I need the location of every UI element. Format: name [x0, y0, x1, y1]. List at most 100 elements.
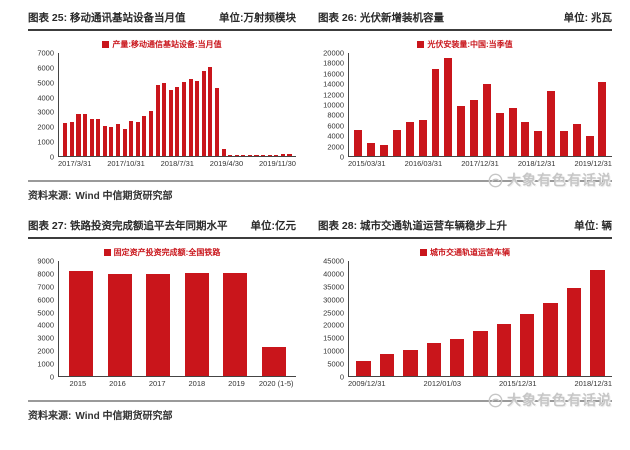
- bar-slot: [532, 53, 545, 156]
- bar: [559, 131, 568, 156]
- y-axis-tick-label: 25000: [323, 307, 344, 317]
- y-axis-tick-label: 6000: [327, 121, 344, 131]
- y-axis-tick-label: 5000: [37, 77, 54, 87]
- bar: [444, 58, 453, 156]
- bar-slot: [493, 53, 506, 156]
- y-axis-tick-label: 4000: [37, 92, 54, 102]
- bar-slot: [101, 261, 140, 376]
- chart-27-railway-investment: 固定资产投资完成额:全国铁路 9000 8000 7000 6000 5000 4000 3…: [28, 246, 310, 388]
- legend-label: 固定资产投资完成额:全国铁路: [113, 248, 221, 257]
- y-axis-tick-label: 0: [339, 152, 344, 162]
- legend: 光伏安装量:中国:当季值: [318, 38, 612, 51]
- bar: [261, 154, 266, 156]
- bar-slot: [558, 53, 571, 156]
- y-axis-tick-label: 6000: [37, 63, 54, 73]
- bar-slot: [187, 53, 194, 156]
- y-axis-tick-label: 10000: [323, 346, 344, 356]
- bar-slot: [519, 53, 532, 156]
- bar: [405, 121, 414, 156]
- bar: [109, 127, 114, 156]
- y-axis-tick-label: 4000: [327, 131, 344, 141]
- bar: [508, 108, 517, 156]
- bar-slot: [161, 53, 168, 156]
- bar: [519, 314, 535, 376]
- source-label: 资料来源:: [28, 411, 72, 422]
- bar: [102, 125, 107, 156]
- legend-label: 城市交通轨道运营车辆: [430, 248, 510, 257]
- x-axis: 2015/03/31 2016/03/31 2017/12/31 2018/12/31…: [348, 159, 612, 168]
- legend: 城市交通轨道运营车辆: [318, 246, 612, 259]
- legend-marker-icon: [417, 41, 425, 48]
- x-axis-tick-label: 2018/12/31: [517, 159, 556, 168]
- y-axis-tick-label: 8000: [37, 269, 54, 279]
- bar-slot: [139, 261, 178, 376]
- y-axis-tick-label: 7000: [37, 282, 54, 292]
- x-axis-tick-label: 2019/11/30: [258, 159, 296, 168]
- plot-wrap: 7000 6000 5000 4000 3000 2000 1000 0: [28, 49, 296, 160]
- bar-slot: [266, 53, 273, 156]
- bar: [496, 323, 512, 376]
- y-axis-tick-label: 0: [49, 152, 54, 162]
- bar-slot: [260, 53, 267, 156]
- bar: [162, 83, 167, 156]
- y-axis-tick-label: 7000: [37, 48, 54, 58]
- bar-slot: [352, 261, 375, 376]
- y-axis-tick-label: 16000: [323, 69, 344, 79]
- bar: [354, 130, 363, 156]
- bar: [129, 120, 134, 156]
- charts-row-bottom: 固定资产投资完成额:全国铁路 9000 8000 7000 6000 5000 4000 3…: [28, 246, 612, 388]
- bar: [572, 124, 581, 156]
- chart27-unit-label: 单位:亿元: [250, 220, 297, 232]
- bar-slot: [445, 261, 468, 376]
- bar: [142, 116, 147, 156]
- bar-slot: [240, 53, 247, 156]
- watermark-text: 大象有色有话说: [507, 172, 612, 188]
- bar: [234, 154, 239, 156]
- watermark: 大象有色有话说: [488, 170, 612, 190]
- bar: [566, 287, 582, 376]
- y-axis-tick-label: 5000: [327, 359, 344, 369]
- plot-area: [58, 261, 296, 377]
- y-axis-tick-label: 3000: [37, 333, 54, 343]
- y-axis: 45000 40000 35000 30000 25000 20000 15000 10000…: [318, 257, 348, 380]
- chart27-title: 图表 27: 铁路投资完成额追平去年同期水平: [28, 220, 228, 232]
- bar-slot: [154, 53, 161, 156]
- bar-slot: [492, 261, 515, 376]
- bar: [228, 154, 233, 156]
- bar: [122, 128, 127, 156]
- source-line-bottom: 资料来源: Wind 中信期货研究部: [28, 407, 612, 422]
- bar: [403, 349, 418, 376]
- bar: [473, 331, 488, 376]
- y-axis-tick-label: 20000: [323, 48, 344, 58]
- chart28-title: 图表 28: 城市交通轨道运营车辆稳步上升: [318, 220, 508, 232]
- bar: [495, 113, 504, 156]
- bar-slot: [220, 53, 227, 156]
- y-axis-tick-label: 1000: [37, 359, 54, 369]
- charts-block-top: 图表 25: 移动通讯基站设备当月值 单位:万射频模块 图表 26: 光伏新增装…: [28, 10, 612, 202]
- bar: [76, 114, 81, 156]
- bar-slot: [352, 53, 365, 156]
- bar-slot: [399, 261, 422, 376]
- bar-slot: [586, 261, 609, 376]
- bar-slot: [545, 53, 558, 156]
- bar: [181, 82, 187, 156]
- bar-slot: [255, 261, 294, 376]
- bar-slot: [273, 53, 280, 156]
- chart28-header: 图表 28: 城市交通轨道运营车辆稳步上升 单位: 辆: [310, 218, 612, 233]
- bar-slot: [403, 53, 416, 156]
- bar-slot: [596, 53, 609, 156]
- elephant-logo-icon: [488, 173, 503, 187]
- bar: [547, 91, 556, 156]
- legend-marker-icon: [103, 249, 111, 256]
- bar: [223, 273, 248, 376]
- bar: [534, 130, 543, 156]
- y-axis-tick-label: 0: [339, 372, 344, 382]
- bar: [431, 69, 440, 156]
- plot-wrap: 9000 8000 7000 6000 5000 4000 3000 2000 1000 0: [28, 257, 296, 380]
- bar-slot: [102, 53, 109, 156]
- watermark: 大象有色有话说: [488, 390, 612, 410]
- bar: [175, 86, 180, 156]
- bar: [89, 119, 94, 156]
- bar-slot: [141, 53, 148, 156]
- chart28-unit-label: 单位: 辆: [574, 220, 612, 232]
